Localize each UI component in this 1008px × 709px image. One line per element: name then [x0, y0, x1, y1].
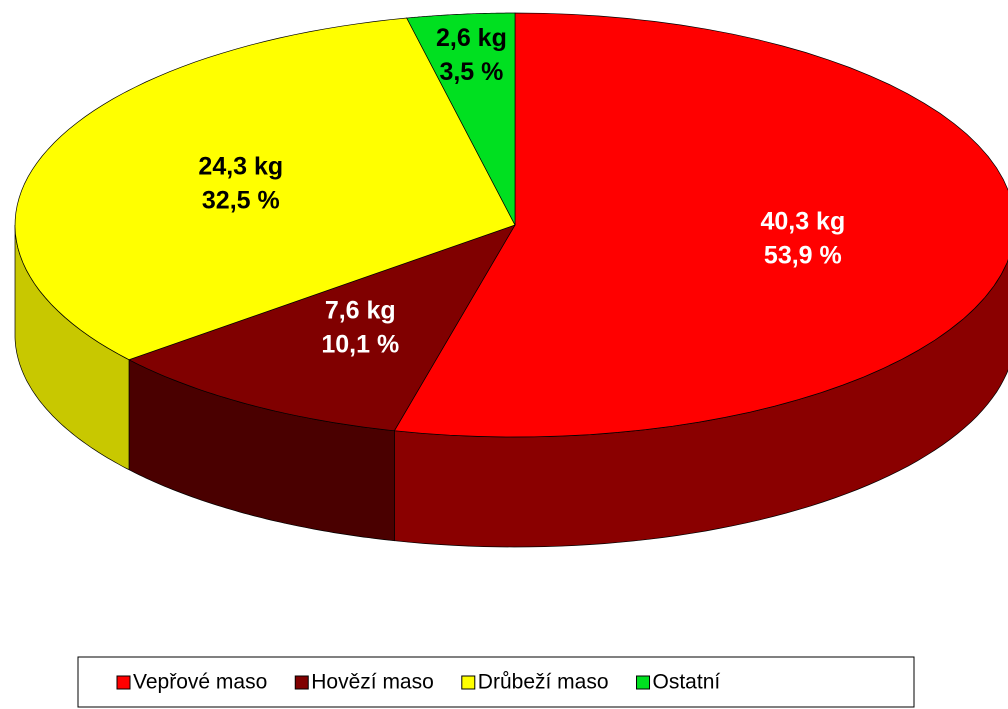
legend-label: Drůbeží maso	[478, 671, 609, 694]
legend-label: Vepřové maso	[133, 671, 267, 694]
legend-box	[77, 656, 915, 708]
data-label: 2,6 kg	[436, 24, 507, 52]
slice	[128, 224, 516, 432]
legend-label: Ostatní	[653, 671, 721, 694]
legend-swatch	[461, 675, 476, 690]
legend-swatch	[294, 675, 309, 690]
slice	[393, 12, 1008, 438]
percent-label: 32,5 %	[202, 187, 280, 215]
slice	[406, 12, 516, 226]
legend-label: Hovězí maso	[311, 671, 434, 694]
data-label: 24,3 kg	[198, 153, 283, 181]
slice	[14, 17, 516, 361]
data-label: 40,3 kg	[760, 208, 845, 236]
data-label: 7,6 kg	[325, 297, 396, 325]
percent-label: 53,9 %	[764, 242, 842, 270]
percent-label: 3,5 %	[439, 58, 503, 86]
legend-swatch	[636, 675, 651, 690]
percent-label: 10,1 %	[321, 331, 399, 359]
legend-swatch	[116, 675, 131, 690]
